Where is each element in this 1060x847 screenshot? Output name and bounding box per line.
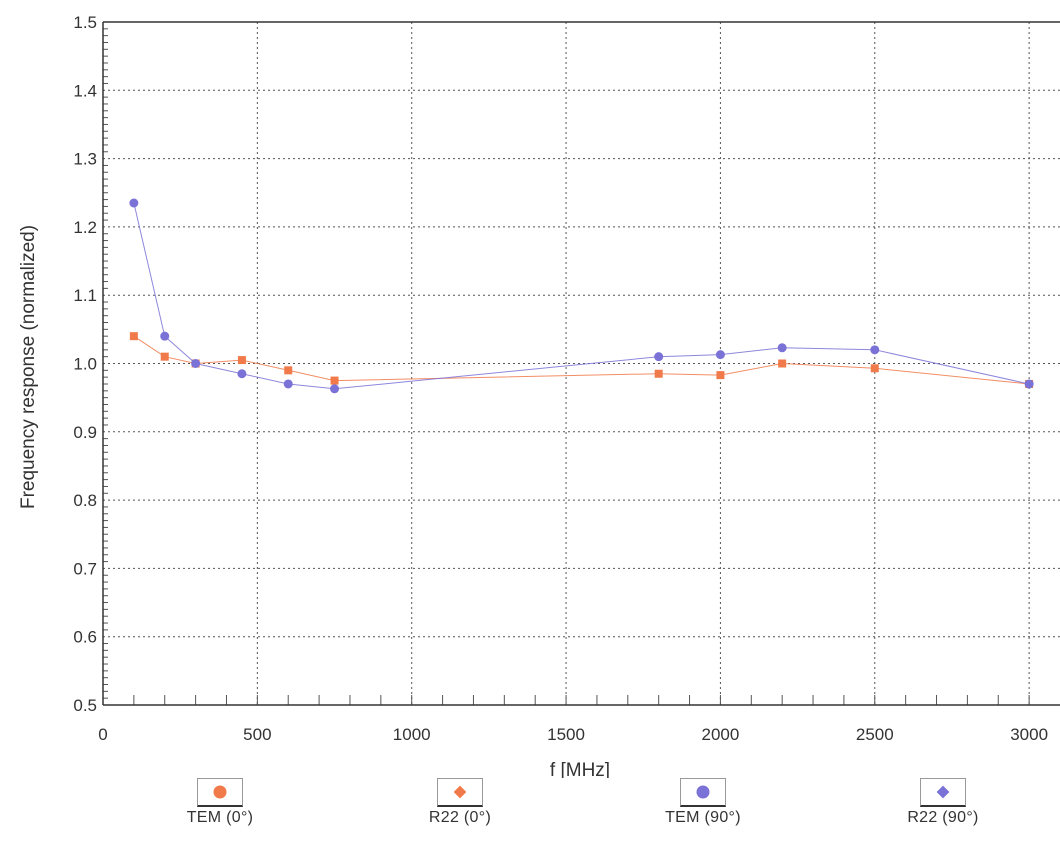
data-point [654,352,664,362]
frequency-response-chart: 0.5 0.6 0.7 0.8 0.9 1.0 1.1 1.2 1.3 1.4 1.5 0 500 100… [18,13,1060,778]
x-tick-label: 2500 [856,725,894,744]
diamond-marker-icon [453,785,467,799]
series-line-1 [133,202,1030,390]
data-point [284,366,293,375]
data-point [191,359,201,368]
y-tick-label: 1.1 [73,286,97,305]
data-point [870,364,879,373]
data-point [778,359,787,368]
y-tick-label: 0.9 [73,423,97,442]
circle-marker-icon [213,785,227,799]
y-tick-label: 1.3 [73,150,97,169]
x-tick-label: 1000 [393,725,431,744]
x-tick-label: 1500 [547,725,585,744]
y-tick-label: 0.8 [73,491,97,510]
y-tick-label: 1.2 [73,218,97,237]
y-axis-title: Frequency response (normalized) [18,225,39,509]
legend-item-tem-0[interactable]: TEM (0°) [145,778,295,838]
series-line-0 [133,335,1030,385]
grid [103,21,1060,705]
data-point [283,379,293,389]
data-point [160,352,169,361]
axes [102,21,1060,706]
data-point [237,369,247,379]
x-tick-label: 0 [98,725,107,744]
legend-swatch [920,778,966,807]
legend-swatch [197,778,243,807]
data-point [1024,379,1034,389]
legend-swatch [437,778,483,807]
legend-item-r22-90[interactable]: R22 (90°) [868,778,1018,838]
x-tick-label: 2000 [702,725,740,744]
data-point [330,376,339,385]
y-tick-label: 1.4 [73,81,97,100]
legend-label: R22 (0°) [428,809,492,826]
data-point [330,384,340,394]
legend-label: R22 (90°) [907,809,979,826]
data-point [870,345,880,355]
x-tick-label: 3000 [1010,725,1048,744]
y-tick-label: 0.7 [73,559,97,578]
series-group [129,198,1034,394]
data-point [715,350,725,360]
data-point [654,369,663,378]
legend-item-tem-90[interactable]: TEM (90°) [628,778,778,838]
y-tick-label: 0.6 [73,628,97,647]
tick-labels: 0.5 0.6 0.7 0.8 0.9 1.0 1.1 1.2 1.3 1.4 1.5 0 500 100… [73,13,1048,744]
data-point [777,343,787,353]
legend-label: TEM (0°) [186,809,254,826]
data-point [129,332,138,341]
data-point [716,371,725,380]
legend-label: TEM (90°) [665,809,741,826]
legend-item-r22-0[interactable]: R22 (0°) [385,778,535,838]
data-point [237,356,246,365]
y-tick-label: 1.5 [73,13,97,32]
legend: TEM (0°) R22 (0°) TEM (90°) R22 (90°) [0,778,1060,847]
legend-swatch [680,778,726,807]
y-tick-label: 1.0 [73,355,97,374]
data-point [160,331,170,341]
y-tick-label: 0.5 [73,696,97,715]
x-axis-title: f [MHz] [550,760,610,778]
circle-marker-icon [696,785,710,799]
diamond-marker-icon [936,785,950,799]
x-tick-label: 500 [243,725,271,744]
data-point [129,198,139,208]
